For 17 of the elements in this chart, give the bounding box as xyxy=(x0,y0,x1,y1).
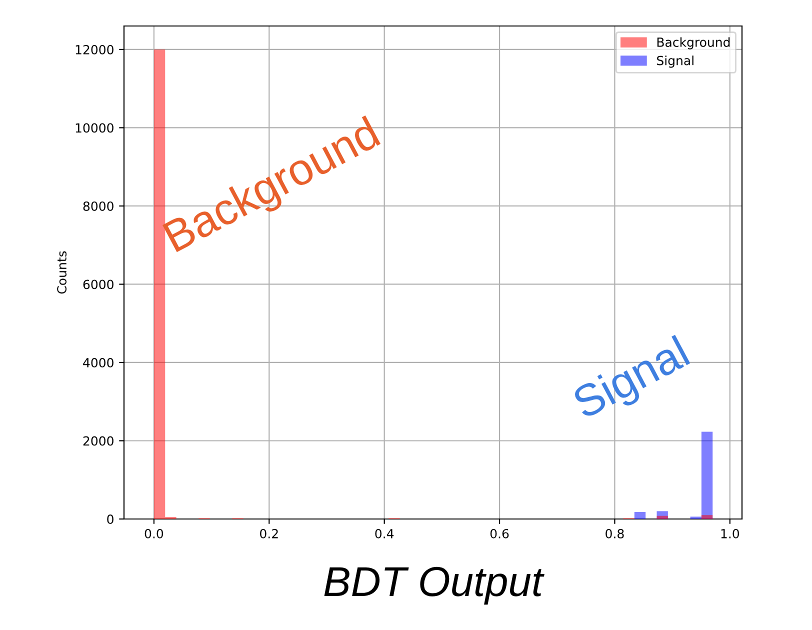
x-tick-label: 0.8 xyxy=(606,528,624,538)
x-tick-label: 0.0 xyxy=(144,528,164,538)
x-axis-title: BDT Output xyxy=(324,566,544,605)
legend-label: Background xyxy=(657,37,730,50)
y-tick-label: 12000 xyxy=(76,44,114,54)
y-axis-title: Counts xyxy=(57,251,67,294)
y-tick-label: 4000 xyxy=(83,358,114,368)
y-tick-label: 10000 xyxy=(76,123,114,133)
x-tick-label: 0.4 xyxy=(375,528,394,538)
x-tick-label: 0.2 xyxy=(260,528,278,538)
legend-label: Signal xyxy=(657,56,694,68)
y-tick-label: 0 xyxy=(107,514,114,524)
x-tick-label: 1.0 xyxy=(721,528,740,538)
x-tick-label: 0.6 xyxy=(490,528,509,538)
y-tick-label: 8000 xyxy=(83,201,114,211)
y-tick-label: 2000 xyxy=(83,436,114,446)
y-tick-label: 6000 xyxy=(83,280,114,290)
